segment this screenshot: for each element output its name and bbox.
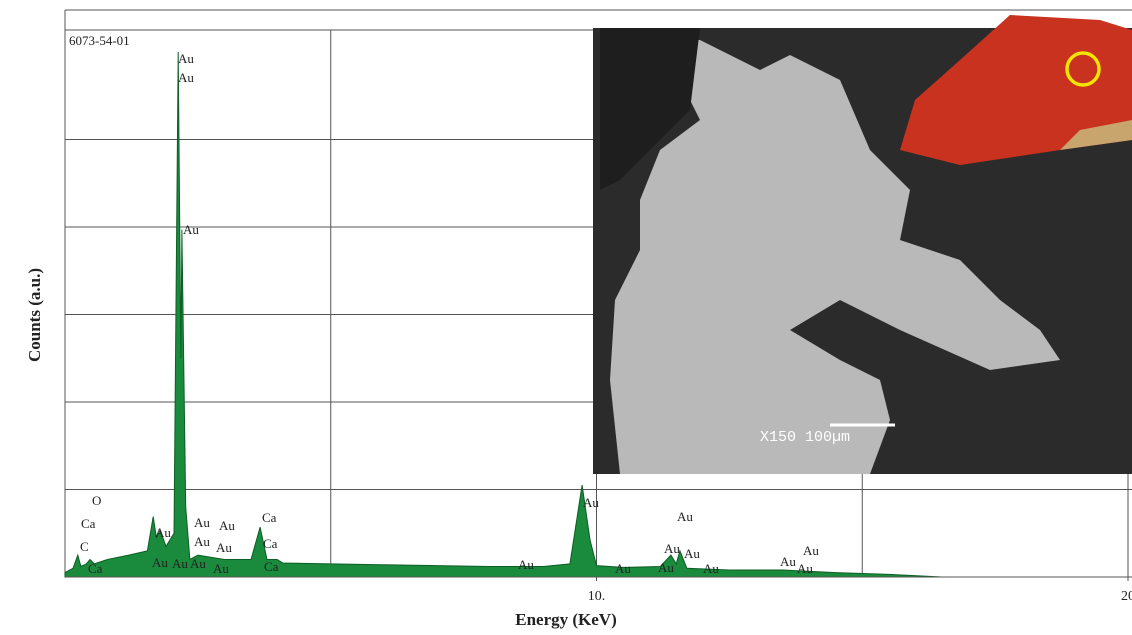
peak-label: Au xyxy=(803,543,819,558)
sem-inset: X150 100µm xyxy=(593,15,1132,474)
peak-label: Au xyxy=(797,561,813,576)
peak-label: Au xyxy=(194,534,210,549)
peak-label: Au xyxy=(183,222,199,237)
peak-label: Ca xyxy=(88,561,103,576)
peak-label: Au xyxy=(219,518,235,533)
peak-label: Au xyxy=(518,557,534,572)
peak-label: Au xyxy=(658,560,674,575)
peak-label: Au xyxy=(194,515,210,530)
peak-label: Au xyxy=(155,525,171,540)
peak-label: O xyxy=(92,493,101,508)
peak-label: Au xyxy=(178,70,194,85)
chart: 6073-54-01 Energy (KeV) Counts (a.u.) 10… xyxy=(0,0,1132,635)
peak-label: Ca xyxy=(81,516,96,531)
peak-label: Au xyxy=(684,546,700,561)
peak-label: Ca xyxy=(264,559,279,574)
peak-label: Au xyxy=(216,540,232,555)
peak-label: Au xyxy=(152,555,168,570)
peak-label: Au xyxy=(780,554,796,569)
peak-label: Ca xyxy=(262,510,277,525)
peak-label: Au xyxy=(677,509,693,524)
peak-label: Au xyxy=(190,556,206,571)
x-tick-label: 10. xyxy=(588,589,606,604)
peak-label: Au xyxy=(178,51,194,66)
peak-label: Ca xyxy=(263,536,278,551)
y-axis-label: Counts (a.u.) xyxy=(25,268,44,362)
chart-title: 6073-54-01 xyxy=(69,33,130,48)
peak-label: Au xyxy=(664,541,680,556)
peak-label: Au xyxy=(703,561,719,576)
peak-label: Au xyxy=(213,561,229,576)
peak-label: Au xyxy=(615,561,631,576)
peak-label: C xyxy=(80,539,89,554)
peak-label: Au xyxy=(172,556,188,571)
inset-label: X150 100µm xyxy=(760,429,850,446)
x-axis-label: Energy (KeV) xyxy=(515,610,617,629)
x-tick-label: 20 xyxy=(1121,589,1132,604)
peak-label: Au xyxy=(583,495,599,510)
